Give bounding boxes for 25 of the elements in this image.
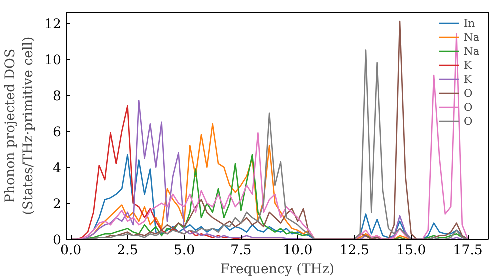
y-tick-label: 10 [44, 53, 62, 68]
x-tick-label: 15.0 [396, 244, 426, 258]
x-tick-label: 2.5 [117, 244, 138, 258]
x-axis-title: Frequency (THz) [220, 262, 335, 278]
legend-label: Na [464, 44, 481, 58]
legend-label: K [464, 72, 474, 86]
legend-label: O [464, 86, 474, 100]
y-tick-label: 2 [53, 197, 62, 212]
legend-label: In [464, 16, 476, 30]
legend-label: O [464, 114, 474, 128]
legend-label: Na [464, 30, 481, 44]
x-tick-label: 5.0 [174, 244, 196, 258]
legend-label: O [464, 100, 474, 114]
y-tick-label: 8 [53, 89, 62, 104]
y-tick-label: 4 [53, 161, 62, 176]
x-tick-label: 7.5 [230, 244, 252, 258]
y-tick-label: 6 [53, 125, 62, 140]
x-tick-label: 0.0 [60, 244, 82, 258]
y-tick-label: 0 [53, 234, 62, 248]
x-tick-label: 10.0 [283, 244, 313, 258]
y-tick-label: 12 [44, 17, 62, 32]
x-tick-label: 12.5 [340, 244, 370, 258]
y-axis-title: Phonon projected DOS (States/THz·primitive cell) [4, 36, 37, 216]
x-tick-label: 17.5 [453, 244, 483, 258]
legend-label: K [464, 58, 474, 72]
